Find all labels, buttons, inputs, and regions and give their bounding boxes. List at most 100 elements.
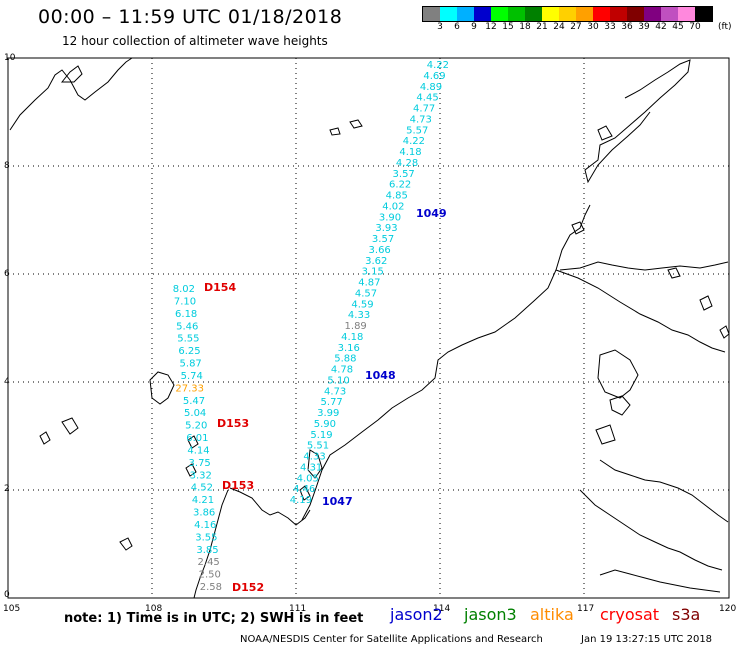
color-scale-tick: 33: [604, 22, 616, 32]
grid: [8, 58, 729, 598]
wave-height-value: 5.10: [327, 375, 349, 386]
wave-height-value: 4.05: [297, 473, 319, 484]
wave-height-value: 4.18: [341, 332, 363, 343]
color-scale-tick: 21: [536, 22, 548, 32]
color-scale-tick: 36: [621, 22, 633, 32]
pass-label: D154: [204, 281, 236, 294]
wave-height-value: 3.99: [317, 408, 339, 419]
wave-height-value: 3.57: [393, 169, 415, 180]
color-swatch: [457, 7, 474, 21]
y-tick-label: 8: [4, 161, 10, 171]
x-tick-label: 117: [577, 604, 594, 614]
page-subtitle: 12 hour collection of altimeter wave hei…: [62, 34, 328, 48]
wave-height-value: 3.62: [365, 256, 387, 267]
color-swatch: [508, 7, 525, 21]
wave-height-value: 5.47: [183, 396, 205, 407]
wave-height-value: 6.25: [178, 346, 200, 357]
color-scale-tick: 24: [553, 22, 565, 32]
credit-line: NOAA/NESDIS Center for Satellite Applica…: [240, 634, 543, 645]
generated-timestamp: Jan 19 13:27:15 UTC 2018: [581, 634, 713, 645]
color-scale-tick: 30: [587, 22, 599, 32]
x-tick-label: 108: [145, 604, 162, 614]
wave-height-value: 6.18: [175, 309, 197, 320]
wave-height-value: 4.52: [191, 483, 213, 494]
wave-height-value: 5.87: [180, 359, 202, 370]
color-swatch: [423, 7, 440, 21]
wave-height-value: 4.28: [396, 158, 418, 169]
wave-height-value: 5.55: [177, 334, 199, 345]
wave-height-value: 4.21: [192, 495, 214, 506]
y-axis-labels: 0 2 4 6 8 10: [4, 53, 16, 600]
wave-height-value: 5.77: [321, 397, 343, 408]
color-swatch: [610, 7, 627, 21]
wave-height-value: 2.58: [200, 582, 222, 593]
color-swatch: [576, 7, 593, 21]
wave-height-value: 4.78: [331, 365, 353, 376]
wave-height-value: 3.16: [338, 343, 360, 354]
wave-height-value: 3.93: [375, 223, 397, 234]
wave-height-value: 5.04: [184, 408, 206, 419]
x-tick-label: 114: [433, 604, 450, 614]
color-swatch: [661, 7, 678, 21]
pass-label: D152: [232, 581, 264, 594]
color-swatch: [627, 7, 644, 21]
wave-height-value: 7.10: [174, 296, 196, 307]
color-swatch: [525, 7, 542, 21]
wave-height-value: 5.46: [176, 321, 198, 332]
legend-item-jason3: jason3: [464, 605, 517, 624]
legend-item-jason2: jason2: [390, 605, 443, 624]
wave-height-value: 5.74: [181, 371, 203, 382]
color-swatch: [559, 7, 576, 21]
color-scale-tick: 12: [485, 22, 497, 32]
x-axis-labels: 105 108 111 114 117 120: [3, 604, 736, 614]
wave-height-value: 4.85: [386, 191, 408, 202]
x-tick-label: 105: [3, 604, 20, 614]
pass-labels: 1049 1048 1047 D154 D153 D153 D152: [204, 207, 447, 594]
pass-label: D153: [217, 417, 249, 430]
wave-height-value: 5.88: [334, 354, 356, 365]
y-tick-label: 4: [4, 377, 10, 387]
color-swatch: [644, 7, 661, 21]
wave-height-value: 5.57: [406, 125, 428, 136]
wave-height-value: 4.14: [187, 445, 209, 456]
wave-height-value: 4.87: [358, 278, 380, 289]
color-swatch: [491, 7, 508, 21]
x-tick-label: 120: [719, 604, 736, 614]
wave-height-value: 3.66: [369, 245, 391, 256]
color-swatch: [593, 7, 610, 21]
wave-height-value: 4.22: [427, 60, 449, 71]
wave-height-value: 4.45: [416, 93, 438, 104]
color-scale-tick: 27: [570, 22, 582, 32]
wave-height-value: 4.69: [423, 71, 445, 82]
wave-height-value: 5.20: [185, 421, 207, 432]
color-scale-tick: 45: [672, 22, 684, 32]
y-tick-label: 2: [4, 484, 10, 494]
pass-label: D153: [222, 479, 254, 492]
color-scale-tick: 15: [502, 22, 514, 32]
wave-height-value: 4.19: [290, 495, 312, 506]
wave-height-value: 3.75: [189, 458, 211, 469]
wave-height-value: 3.86: [193, 508, 215, 519]
wave-height-value: 3.90: [379, 212, 401, 223]
color-scale-unit: (ft): [718, 22, 732, 32]
plot-frame: [7, 57, 730, 599]
wave-height-value: 1.89: [345, 321, 367, 332]
wave-height-value: 4.02: [382, 201, 404, 212]
legend-item-altika: altika: [530, 605, 574, 624]
wave-height-value: 3.85: [196, 545, 218, 556]
color-swatch: [474, 7, 491, 21]
wave-height-value: 3.55: [195, 532, 217, 543]
wave-height-value: 5.90: [314, 419, 336, 430]
y-tick-label: 6: [4, 269, 10, 279]
x-tick-label: 111: [289, 604, 306, 614]
color-swatch: [542, 7, 559, 21]
wave-height-value: 4.16: [194, 520, 216, 531]
wave-height-value: 5.19: [310, 430, 332, 441]
wave-height-value: 3.57: [372, 234, 394, 245]
wave-height-value: 4.57: [355, 288, 377, 299]
wave-height-value: 3.15: [362, 267, 384, 278]
wave-height-value: 4.31: [300, 462, 322, 473]
y-tick-label: 0: [4, 590, 10, 600]
